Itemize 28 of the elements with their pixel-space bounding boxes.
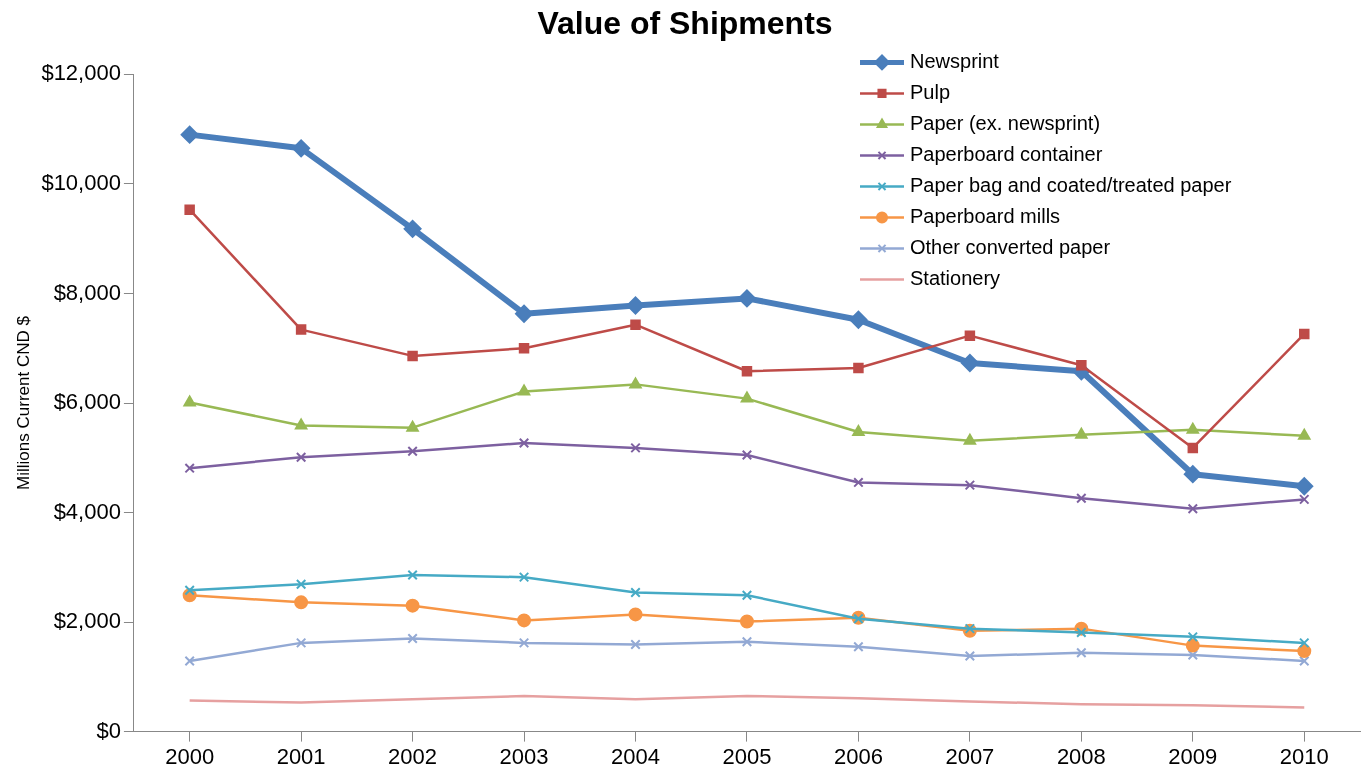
y-tick-label: $2,000 — [53, 608, 121, 634]
x-tick-label: 2005 — [722, 743, 772, 769]
legend-label: Pulp — [910, 80, 951, 103]
y-tick-label: $0 — [96, 717, 121, 743]
legend-label: Paperboard mills — [910, 204, 1061, 227]
x-tick-label: 2008 — [1056, 743, 1106, 769]
y-axis-title: Millions Current CND $ — [13, 315, 33, 490]
y-tick-label: $12,000 — [41, 60, 121, 86]
legend-label: Paperboard container — [910, 142, 1103, 165]
x-tick-label: 2007 — [945, 743, 995, 769]
x-tick-label: 2004 — [611, 743, 660, 769]
x-tick-label: 2010 — [1279, 743, 1329, 769]
x-tick-label: 2001 — [276, 743, 326, 769]
x-tick-label: 2000 — [165, 743, 215, 769]
legend-label: Paper (ex. newsprint) — [910, 111, 1101, 134]
legend-label: Newsprint — [910, 49, 1000, 72]
y-tick-label: $8,000 — [53, 279, 121, 305]
x-tick-label: 2003 — [499, 743, 549, 769]
legend-label: Paper bag and coated/treated paper — [910, 173, 1232, 196]
y-tick-label: $6,000 — [53, 389, 121, 415]
x-tick-label: 2006 — [833, 743, 883, 769]
legend-label: Stationery — [910, 266, 1001, 289]
x-tick-label: 2002 — [388, 743, 438, 769]
chart-title: Value of Shipments — [537, 5, 833, 42]
x-tick-label: 2009 — [1168, 743, 1218, 769]
legend-label: Other converted paper — [910, 235, 1111, 258]
y-tick-label: $4,000 — [53, 498, 121, 524]
y-tick-label: $10,000 — [41, 170, 121, 195]
